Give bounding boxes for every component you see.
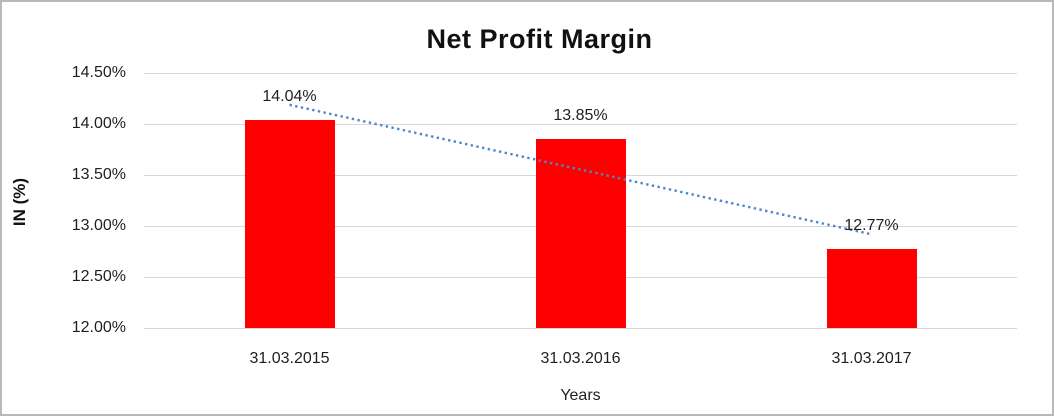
bar bbox=[826, 249, 917, 328]
chart-title: Net Profit Margin bbox=[426, 24, 653, 54]
x-axis-tick-label: 31.03.2016 bbox=[540, 350, 621, 367]
bar bbox=[244, 119, 335, 328]
x-axis-tick-label: 31.03.2017 bbox=[831, 350, 912, 367]
bar-data-label: 13.85% bbox=[553, 107, 608, 125]
y-axis-tick-label: 13.00% bbox=[71, 217, 126, 234]
y-axis-tick-label: 14.50% bbox=[71, 64, 126, 81]
y-axis-tick-label: 12.50% bbox=[71, 268, 126, 285]
gridline bbox=[144, 73, 1017, 74]
y-axis-title: IN (%) bbox=[10, 177, 29, 227]
x-axis-title: Years bbox=[560, 387, 601, 404]
x-axis-tick-label: 31.03.2015 bbox=[249, 350, 330, 367]
bar-data-label: 14.04% bbox=[262, 87, 317, 105]
bar bbox=[535, 139, 626, 328]
y-axis-tick-label: 14.00% bbox=[71, 115, 126, 132]
bar-data-label: 12.77% bbox=[844, 217, 899, 235]
y-axis-tick-label: 13.50% bbox=[71, 166, 126, 183]
y-axis-tick-label: 12.00% bbox=[71, 319, 126, 336]
gridline bbox=[144, 328, 1017, 329]
